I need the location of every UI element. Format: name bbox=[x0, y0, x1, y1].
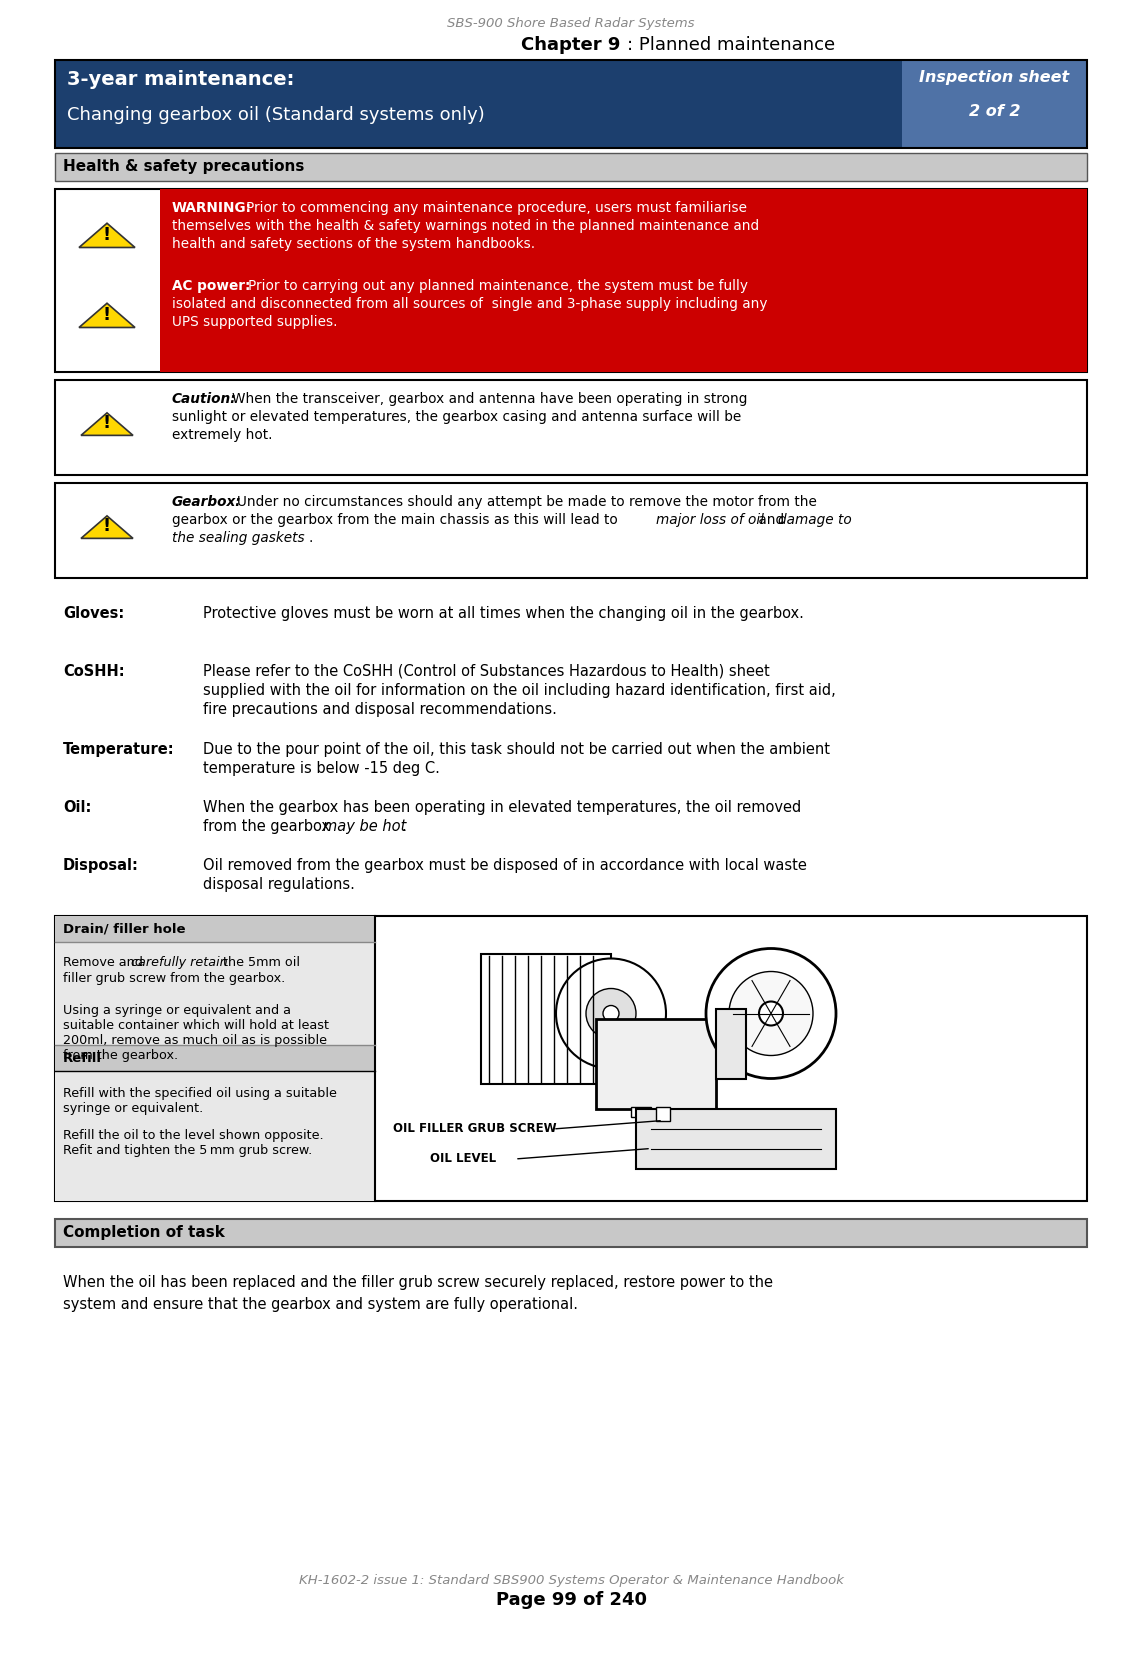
Text: Page 99 of 240: Page 99 of 240 bbox=[496, 1590, 646, 1609]
Circle shape bbox=[603, 1006, 619, 1021]
FancyBboxPatch shape bbox=[160, 189, 1087, 372]
Text: CoSHH:: CoSHH: bbox=[63, 664, 124, 679]
Text: Drain/ filler hole: Drain/ filler hole bbox=[63, 922, 185, 935]
FancyBboxPatch shape bbox=[716, 1008, 746, 1079]
FancyBboxPatch shape bbox=[55, 483, 1087, 578]
Polygon shape bbox=[81, 412, 132, 435]
FancyBboxPatch shape bbox=[481, 953, 611, 1084]
FancyBboxPatch shape bbox=[632, 1107, 651, 1117]
Text: extremely hot.: extremely hot. bbox=[172, 429, 273, 442]
Text: sunlight or elevated temperatures, the gearbox casing and antenna surface will b: sunlight or elevated temperatures, the g… bbox=[172, 410, 741, 424]
Text: Under no circumstances should any attempt be made to remove the motor from the: Under no circumstances should any attemp… bbox=[238, 495, 817, 510]
Text: Caution:: Caution: bbox=[172, 392, 236, 405]
Polygon shape bbox=[81, 516, 132, 538]
Text: Protective gloves must be worn at all times when the changing oil in the gearbox: Protective gloves must be worn at all ti… bbox=[203, 606, 804, 621]
Circle shape bbox=[759, 1001, 783, 1026]
Text: damage to: damage to bbox=[778, 513, 852, 526]
Text: When the gearbox has been operating in elevated temperatures, the oil removed: When the gearbox has been operating in e… bbox=[203, 799, 802, 814]
Text: 200ml, remove as much oil as is possible: 200ml, remove as much oil as is possible bbox=[63, 1034, 327, 1048]
Text: the sealing gaskets: the sealing gaskets bbox=[172, 531, 305, 544]
Text: syringe or equivalent.: syringe or equivalent. bbox=[63, 1102, 203, 1115]
Text: Gloves:: Gloves: bbox=[63, 606, 124, 621]
Text: SBS-900 Shore Based Radar Systems: SBS-900 Shore Based Radar Systems bbox=[448, 17, 694, 30]
Text: Temperature:: Temperature: bbox=[63, 741, 175, 756]
Text: Inspection sheet: Inspection sheet bbox=[919, 70, 1070, 84]
Polygon shape bbox=[79, 223, 135, 248]
Text: Prior to carrying out any planned maintenance, the system must be fully: Prior to carrying out any planned mainte… bbox=[248, 280, 748, 293]
Text: the 5mm oil: the 5mm oil bbox=[219, 957, 300, 968]
Circle shape bbox=[706, 948, 836, 1079]
Text: from the gearbox.: from the gearbox. bbox=[63, 1049, 178, 1063]
Text: gearbox or the gearbox from the main chassis as this will lead to: gearbox or the gearbox from the main cha… bbox=[172, 513, 622, 526]
Text: Health & safety precautions: Health & safety precautions bbox=[63, 159, 305, 174]
Text: OIL FILLER GRUB SCREW: OIL FILLER GRUB SCREW bbox=[393, 1122, 556, 1135]
Text: !: ! bbox=[103, 306, 111, 324]
Text: Please refer to the CoSHH (Control of Substances Hazardous to Health) sheet: Please refer to the CoSHH (Control of Su… bbox=[203, 664, 770, 679]
Text: themselves with the health & safety warnings noted in the planned maintenance an: themselves with the health & safety warn… bbox=[172, 218, 759, 233]
Text: health and safety sections of the system handbooks.: health and safety sections of the system… bbox=[172, 237, 536, 252]
FancyBboxPatch shape bbox=[55, 915, 375, 942]
Text: Refill: Refill bbox=[63, 1051, 102, 1064]
Text: Using a syringe or equivalent and a: Using a syringe or equivalent and a bbox=[63, 1005, 291, 1018]
Text: Completion of task: Completion of task bbox=[63, 1225, 225, 1241]
Text: .: . bbox=[401, 819, 405, 834]
Text: UPS supported supplies.: UPS supported supplies. bbox=[172, 314, 338, 329]
Text: Oil:: Oil: bbox=[63, 799, 91, 814]
Text: Remove and: Remove and bbox=[63, 957, 147, 968]
Text: Refill with the specified oil using a suitable: Refill with the specified oil using a su… bbox=[63, 1087, 337, 1101]
FancyBboxPatch shape bbox=[55, 60, 902, 147]
FancyBboxPatch shape bbox=[55, 1220, 1087, 1246]
Text: from the gearbox: from the gearbox bbox=[203, 819, 335, 834]
Text: Gearbox:: Gearbox: bbox=[172, 495, 242, 510]
Text: Refill the oil to the level shown opposite.: Refill the oil to the level shown opposi… bbox=[63, 1129, 323, 1142]
Circle shape bbox=[586, 988, 636, 1038]
Text: system and ensure that the gearbox and system are fully operational.: system and ensure that the gearbox and s… bbox=[63, 1298, 578, 1312]
FancyBboxPatch shape bbox=[55, 381, 1087, 475]
Text: Oil removed from the gearbox must be disposed of in accordance with local waste: Oil removed from the gearbox must be dis… bbox=[203, 857, 807, 872]
Text: supplied with the oil for information on the oil including hazard identification: supplied with the oil for information on… bbox=[203, 684, 836, 698]
Text: fire precautions and disposal recommendations.: fire precautions and disposal recommenda… bbox=[203, 702, 557, 717]
FancyBboxPatch shape bbox=[902, 60, 1087, 147]
FancyBboxPatch shape bbox=[55, 152, 1087, 180]
Text: !: ! bbox=[103, 414, 111, 432]
Text: : Planned maintenance: : Planned maintenance bbox=[627, 36, 835, 55]
Text: AC power:: AC power: bbox=[172, 280, 250, 293]
Text: Refit and tighten the 5 mm grub screw.: Refit and tighten the 5 mm grub screw. bbox=[63, 1144, 312, 1157]
Circle shape bbox=[729, 971, 813, 1056]
Text: .: . bbox=[309, 531, 313, 544]
Text: Changing gearbox oil (Standard systems only): Changing gearbox oil (Standard systems o… bbox=[67, 106, 484, 124]
Text: Chapter 9: Chapter 9 bbox=[521, 36, 621, 55]
Text: !: ! bbox=[103, 518, 111, 535]
Polygon shape bbox=[79, 303, 135, 328]
FancyBboxPatch shape bbox=[55, 189, 1087, 372]
Text: filler grub screw from the gearbox.: filler grub screw from the gearbox. bbox=[63, 971, 286, 985]
FancyBboxPatch shape bbox=[636, 1109, 836, 1168]
Text: Prior to commencing any maintenance procedure, users must familiarise: Prior to commencing any maintenance proc… bbox=[246, 200, 747, 215]
FancyBboxPatch shape bbox=[55, 1044, 375, 1071]
Text: KH-1602-2 issue 1: Standard SBS900 Systems Operator & Maintenance Handbook: KH-1602-2 issue 1: Standard SBS900 Syste… bbox=[298, 1574, 844, 1587]
Text: When the oil has been replaced and the filler grub screw securely replaced, rest: When the oil has been replaced and the f… bbox=[63, 1274, 773, 1289]
Text: may be hot: may be hot bbox=[323, 819, 407, 834]
FancyBboxPatch shape bbox=[656, 1107, 670, 1120]
Text: suitable container which will hold at least: suitable container which will hold at le… bbox=[63, 1019, 329, 1033]
Text: disposal regulations.: disposal regulations. bbox=[203, 877, 355, 892]
Text: and: and bbox=[754, 513, 788, 526]
Text: !: ! bbox=[103, 227, 111, 245]
Text: Due to the pour point of the oil, this task should not be carried out when the a: Due to the pour point of the oil, this t… bbox=[203, 741, 830, 756]
FancyBboxPatch shape bbox=[596, 1018, 716, 1109]
FancyBboxPatch shape bbox=[55, 915, 375, 1202]
FancyBboxPatch shape bbox=[55, 915, 1087, 1202]
Text: isolated and disconnected from all sources of  single and 3-phase supply includi: isolated and disconnected from all sourc… bbox=[172, 296, 767, 311]
Text: 2 of 2: 2 of 2 bbox=[968, 104, 1020, 119]
Text: Disposal:: Disposal: bbox=[63, 857, 139, 872]
Text: carefully retain: carefully retain bbox=[131, 957, 227, 968]
Text: WARNING:: WARNING: bbox=[172, 200, 252, 215]
Circle shape bbox=[556, 958, 666, 1069]
Text: major loss of oil: major loss of oil bbox=[656, 513, 764, 526]
Text: When the transceiver, gearbox and antenna have been operating in strong: When the transceiver, gearbox and antenn… bbox=[232, 392, 747, 405]
Text: 3-year maintenance:: 3-year maintenance: bbox=[67, 70, 295, 89]
Text: temperature is below -15 deg C.: temperature is below -15 deg C. bbox=[203, 761, 440, 776]
Text: OIL LEVEL: OIL LEVEL bbox=[431, 1152, 496, 1165]
